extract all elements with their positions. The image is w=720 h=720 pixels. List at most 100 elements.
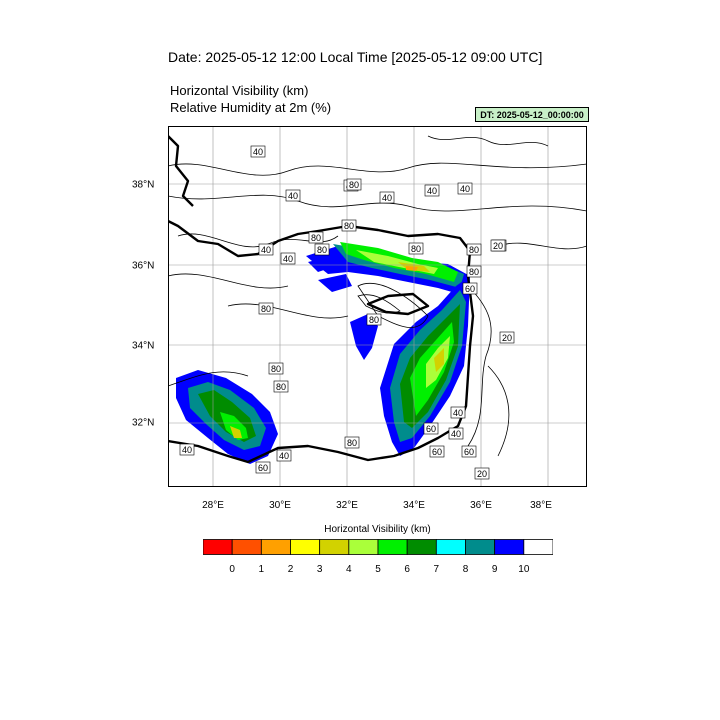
svg-text:40: 40: [182, 445, 192, 455]
lon-label: 28°E: [202, 500, 224, 511]
colorbar-label: 8: [462, 564, 469, 575]
contour-label: 40: [280, 252, 296, 265]
svg-text:40: 40: [427, 186, 437, 196]
colorbar-swatch: [203, 539, 233, 555]
colorbar-label: 10: [518, 564, 530, 575]
svg-text:40: 40: [279, 451, 289, 461]
colorbar-title: Horizontal Visibility (km): [324, 524, 431, 535]
visibility-fill-9: [350, 314, 378, 360]
svg-text:40: 40: [261, 245, 271, 255]
contour-label-layer: 40 40 40 40 40 40 80 80 40 80 40 80 20 8…: [179, 145, 515, 480]
visibility-fill-9: [318, 274, 352, 292]
contour-label: 80: [341, 219, 357, 232]
svg-text:80: 80: [469, 245, 479, 255]
colorbar-swatch: [435, 539, 466, 555]
colorbar-label: 6: [404, 564, 410, 575]
colorbar-label: 1: [258, 564, 265, 575]
contour-label: 40: [276, 449, 292, 462]
field-label-visibility: Horizontal Visibility (km): [170, 83, 309, 98]
colorbar-swatch: [465, 539, 496, 555]
contour-label: 20: [499, 331, 515, 344]
visibility-fill-4: [434, 348, 444, 372]
contour-label: 80: [308, 231, 324, 244]
svg-text:40: 40: [382, 193, 392, 203]
lat-label: 34°N: [132, 340, 155, 352]
contour-label: 80: [366, 313, 382, 326]
contour-label: 80: [273, 380, 289, 393]
colorbar-label: 7: [433, 564, 440, 575]
contour-label: 80: [314, 243, 330, 256]
svg-text:20: 20: [502, 333, 512, 343]
contour-label: 40: [450, 406, 466, 419]
svg-text:40: 40: [460, 184, 470, 194]
svg-text:40: 40: [288, 191, 298, 201]
contour-label: 40: [457, 182, 473, 195]
contour-label: 80: [344, 436, 360, 449]
field-label-humidity: Relative Humidity at 2m (%): [170, 100, 332, 115]
lon-label: 30°E: [269, 500, 291, 511]
lon-label: 38°E: [530, 500, 552, 511]
svg-text:40: 40: [253, 147, 263, 157]
svg-text:40: 40: [283, 254, 293, 264]
contour-label: 60: [255, 461, 271, 474]
svg-text:20: 20: [477, 469, 487, 479]
lat-label: 36°N: [132, 260, 155, 272]
contour-label: 20: [474, 467, 490, 480]
svg-text:80: 80: [369, 315, 379, 325]
graticule: [168, 126, 587, 487]
forecast-map: 40 40 40 40 40 40 80 80 40 80 40 80 20 8…: [168, 126, 587, 487]
colorbar-swatch: [348, 539, 379, 555]
colorbar-label: 0: [229, 564, 235, 575]
svg-text:80: 80: [411, 244, 421, 254]
colorbar-label: 9: [491, 564, 498, 575]
svg-text:40: 40: [453, 408, 463, 418]
contour-label: 80: [268, 362, 284, 375]
contour-label: 80: [346, 178, 362, 191]
svg-text:60: 60: [464, 447, 474, 457]
svg-text:80: 80: [317, 245, 327, 255]
lat-label: 32°N: [132, 417, 155, 429]
lon-label: 32°E: [336, 500, 358, 511]
contour-label: 80: [466, 265, 482, 278]
contour-label: 60: [423, 422, 439, 435]
svg-text:80: 80: [344, 221, 354, 231]
lon-label: 34°E: [403, 500, 425, 511]
contour-label: 80: [258, 302, 274, 315]
colorbar-swatch: [494, 539, 525, 555]
svg-text:80: 80: [276, 382, 286, 392]
plot-title: Date: 2025-05-12 12:00 Local Time [2025-…: [168, 49, 543, 65]
contour-label: 60: [462, 282, 478, 295]
colorbar-swatch: [377, 539, 408, 555]
contour-label: 20: [490, 239, 506, 252]
svg-text:80: 80: [271, 364, 281, 374]
contour-label: 40: [250, 145, 266, 158]
svg-text:80: 80: [349, 180, 359, 190]
map-frame: [168, 126, 587, 487]
contour-label: 60: [429, 445, 445, 458]
colorbar-swatch: [406, 539, 437, 555]
colorbar-swatch: [319, 539, 350, 555]
colorbar-swatch: [231, 539, 262, 555]
svg-text:80: 80: [311, 233, 321, 243]
init-time-badge: DT: 2025-05-12_00:00:00: [475, 107, 589, 122]
lat-label: 38°N: [132, 179, 155, 191]
visibility-fill-4: [230, 426, 242, 438]
colorbar-label: 4: [346, 564, 352, 575]
svg-text:80: 80: [469, 267, 479, 277]
visibility-fill-6: [220, 412, 248, 440]
svg-text:80: 80: [261, 304, 271, 314]
visibility-fill-2: [406, 266, 418, 271]
contour-label: 80: [408, 242, 424, 255]
svg-text:60: 60: [258, 463, 268, 473]
contour-label: 40: [285, 189, 301, 202]
contour-label: 40: [379, 191, 395, 204]
svg-text:60: 60: [426, 424, 436, 434]
contour-label: 40: [258, 243, 274, 256]
contour-label: 60: [461, 445, 477, 458]
colorbar-swatch: [260, 539, 291, 555]
svg-text:80: 80: [347, 438, 357, 448]
colorbar-label: 2: [287, 564, 294, 575]
contour-label: 40: [448, 427, 464, 440]
svg-text:20: 20: [493, 241, 503, 251]
contour-label: 40: [179, 443, 195, 456]
